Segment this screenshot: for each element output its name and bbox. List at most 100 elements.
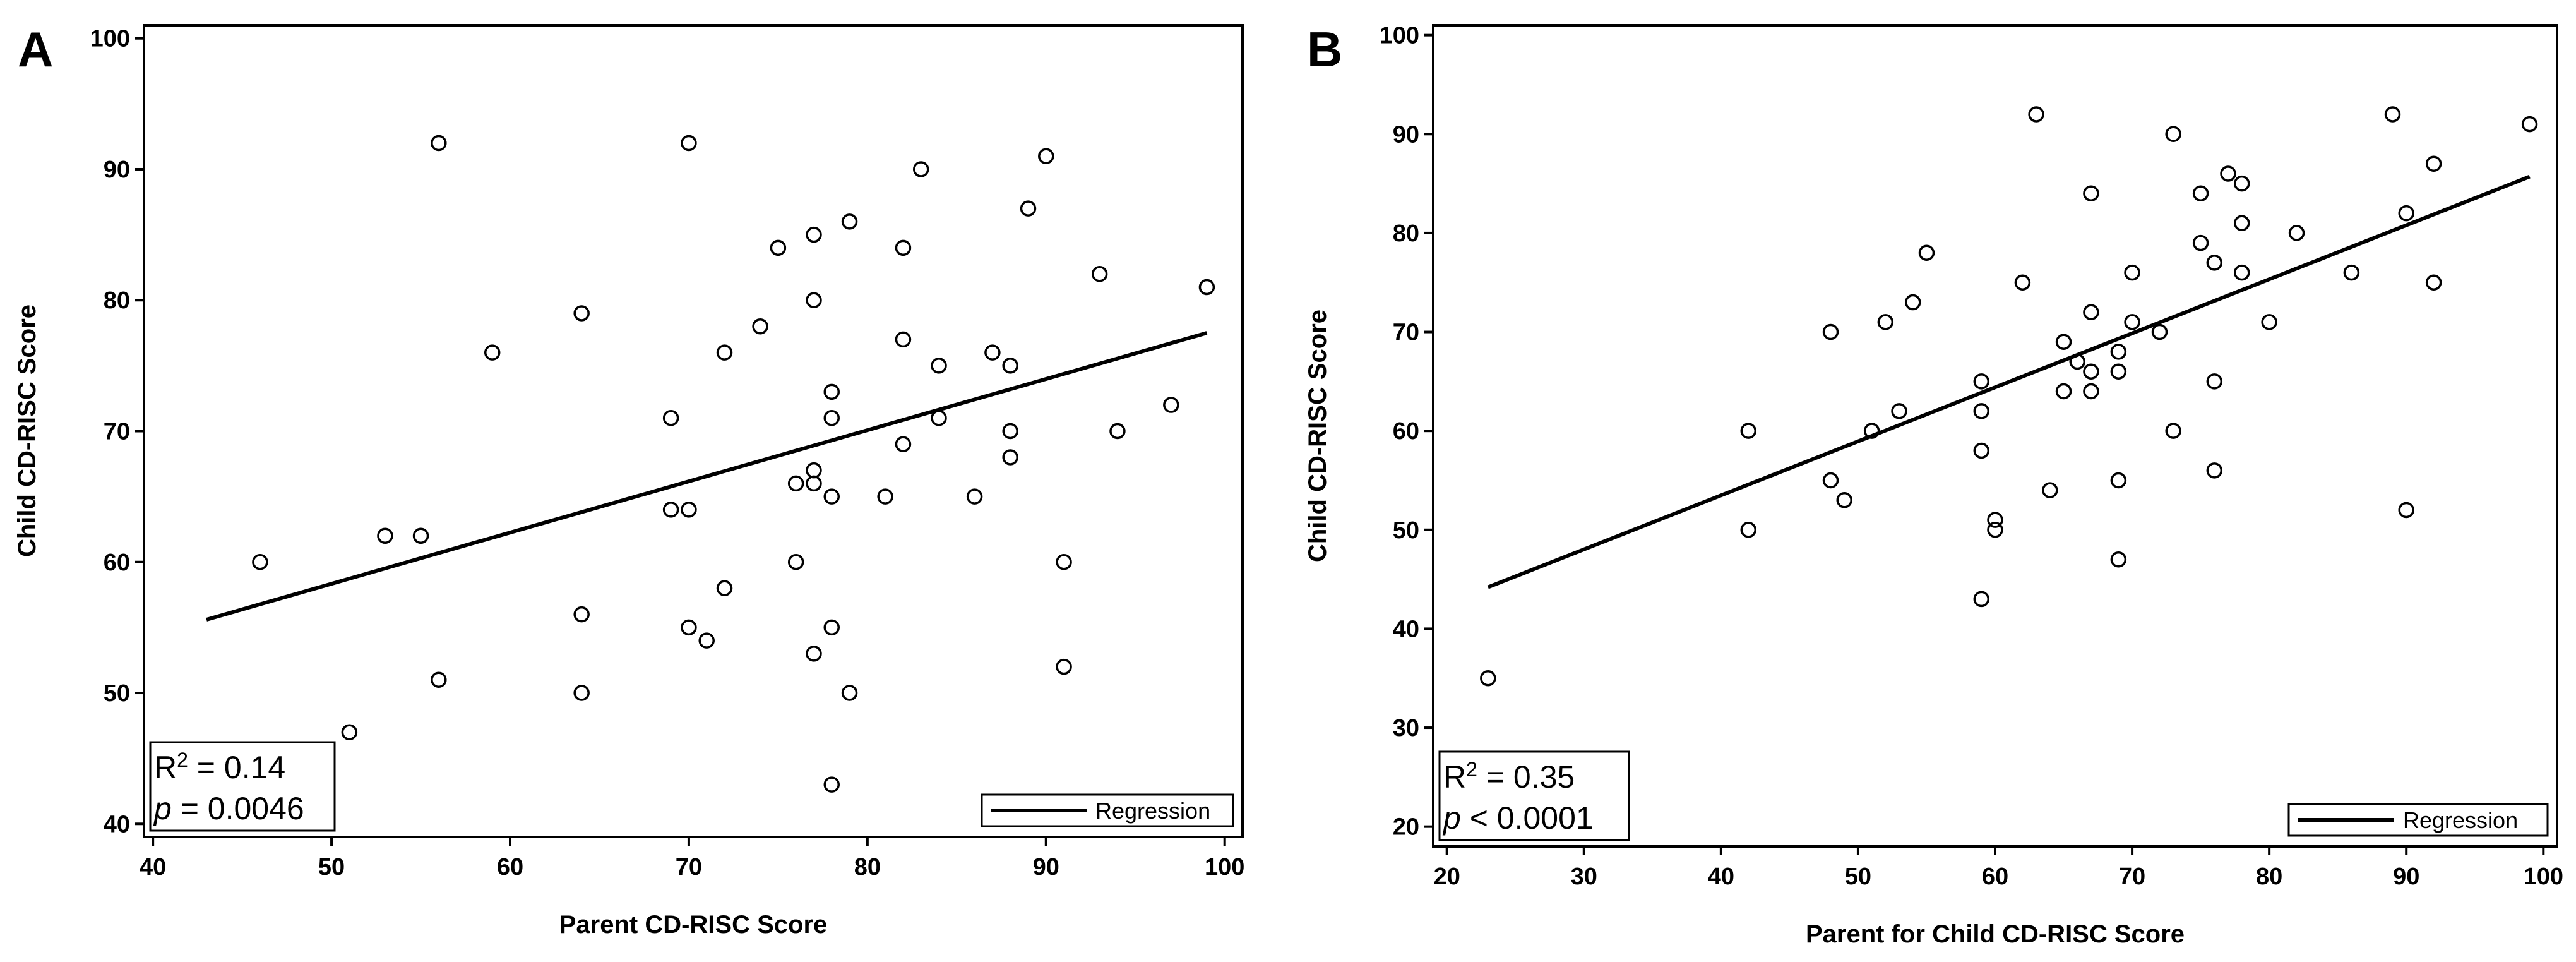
data-point-a <box>1002 449 1018 466</box>
p-value-b: < 0.0001 <box>1461 800 1594 836</box>
data-point-b <box>2192 234 2209 251</box>
data-point-a <box>573 606 590 623</box>
p-value-text-b: p < 0.0001 <box>1442 800 1594 836</box>
data-point-b <box>2055 383 2072 400</box>
x-tick-label-b: 30 <box>1571 863 1597 890</box>
data-point-b <box>2233 175 2250 192</box>
data-point-b <box>1973 373 1990 390</box>
data-point-a <box>681 619 697 636</box>
data-point-a <box>877 488 893 505</box>
legend-label-b: Regression <box>2403 807 2518 833</box>
data-point-b <box>2384 106 2401 123</box>
data-point-a <box>912 161 929 177</box>
data-point-a <box>341 724 358 740</box>
r-superscript-b: 2 <box>1466 758 1477 781</box>
r-squared-text-b: R2 = 0.35 <box>1443 758 1575 795</box>
y-tick-label-b: 50 <box>1393 517 1419 544</box>
data-point-a <box>1038 148 1054 165</box>
data-point-a <box>895 239 912 256</box>
y-tick-label-b: 70 <box>1393 320 1419 346</box>
data-point-b <box>2124 264 2140 281</box>
r-value-a: = 0.14 <box>188 750 285 785</box>
data-point-a <box>377 527 393 544</box>
data-point-a <box>966 488 983 505</box>
x-tick-label-b: 40 <box>1708 863 1734 890</box>
y-axis-ticks-b: 20 30 40 50 60 70 80 90 100 <box>1380 23 1433 841</box>
y-tick-label-a: 60 <box>104 550 130 576</box>
data-point-b <box>1863 423 1880 439</box>
data-point-a <box>573 305 590 322</box>
data-point-b <box>2398 205 2414 222</box>
panel-b: B 20 30 40 50 60 70 80 90 100 20 30 40 50 60 70 80 90 10… <box>1304 21 2563 948</box>
data-point-b <box>1987 522 2003 538</box>
scatter-points-a <box>252 135 1215 793</box>
x-tick-label-a: 100 <box>1205 854 1244 881</box>
r-value-b: = 0.35 <box>1477 759 1575 795</box>
x-axis-label-b: Parent for Child CD-RISC Score <box>1806 920 2185 948</box>
data-point-b <box>2055 334 2072 350</box>
legend-label-a: Regression <box>1095 798 1210 824</box>
data-point-a <box>681 502 697 518</box>
data-point-b <box>2083 363 2099 380</box>
y-tick-label-a: 70 <box>104 419 130 445</box>
stats-box-frame-a <box>149 741 336 832</box>
stats-box-a: R2 = 0.14 p = 0.0046 <box>149 741 336 832</box>
data-point-a <box>716 580 733 596</box>
data-point-a <box>823 383 840 400</box>
x-tick-label-a: 50 <box>318 854 345 881</box>
data-point-b <box>2083 304 2099 320</box>
data-point-a <box>1163 397 1179 413</box>
data-point-a <box>931 358 947 374</box>
data-point-a <box>984 344 1001 361</box>
data-point-a <box>823 619 840 636</box>
data-point-b <box>2165 423 2181 439</box>
data-point-b <box>2288 225 2305 241</box>
data-point-a <box>1056 658 1072 675</box>
x-tick-label-a: 90 <box>1033 854 1059 881</box>
x-axis-ticks-b: 20 30 40 50 60 70 80 90 100 <box>1434 846 2563 890</box>
legend-a: Regression <box>981 793 1234 827</box>
data-point-a <box>841 685 858 701</box>
stats-box-frame-b <box>1438 750 1630 841</box>
x-axis-label-a: Parent CD-RISC Score <box>559 911 828 939</box>
stats-box-b: R2 = 0.35 p < 0.0001 <box>1438 750 1630 841</box>
data-point-a <box>573 685 590 701</box>
data-point-b <box>1877 314 1894 330</box>
data-point-b <box>2233 264 2250 281</box>
data-point-b <box>1740 522 1757 538</box>
data-point-a <box>895 331 912 348</box>
y-tick-label-a: 50 <box>104 680 130 707</box>
y-tick-label-b: 90 <box>1393 121 1419 148</box>
data-point-a <box>787 475 804 492</box>
data-point-b <box>1905 294 1921 311</box>
data-point-a <box>1198 279 1215 296</box>
data-point-b <box>1918 244 1935 261</box>
data-point-b <box>2233 215 2250 232</box>
data-point-b <box>2110 472 2127 489</box>
data-point-a <box>1002 423 1018 440</box>
data-point-b <box>1740 423 1757 439</box>
y-tick-label-b: 80 <box>1393 220 1419 247</box>
data-point-a <box>806 646 822 662</box>
data-point-b <box>2206 255 2223 271</box>
data-point-b <box>2110 344 2127 360</box>
p-label-b: p <box>1442 800 1461 836</box>
data-point-b <box>2165 126 2181 143</box>
data-point-b <box>2110 363 2127 380</box>
panel-a: A 40 50 60 70 80 90 100 40 50 60 70 80 90 100 Parent… <box>13 21 1244 939</box>
data-point-a <box>1002 358 1018 374</box>
data-point-b <box>2083 185 2099 202</box>
data-point-a <box>412 527 429 544</box>
data-point-b <box>1836 492 1852 508</box>
data-point-a <box>787 554 804 570</box>
data-point-b <box>2425 155 2442 172</box>
x-tick-label-b: 90 <box>2393 863 2419 890</box>
data-point-a <box>841 213 858 230</box>
x-tick-label-a: 60 <box>497 854 523 881</box>
data-point-b <box>2206 462 2223 479</box>
x-tick-label-b: 100 <box>2524 863 2563 890</box>
data-point-a <box>1056 554 1072 570</box>
data-point-b <box>2343 264 2360 281</box>
data-point-a <box>716 344 733 361</box>
